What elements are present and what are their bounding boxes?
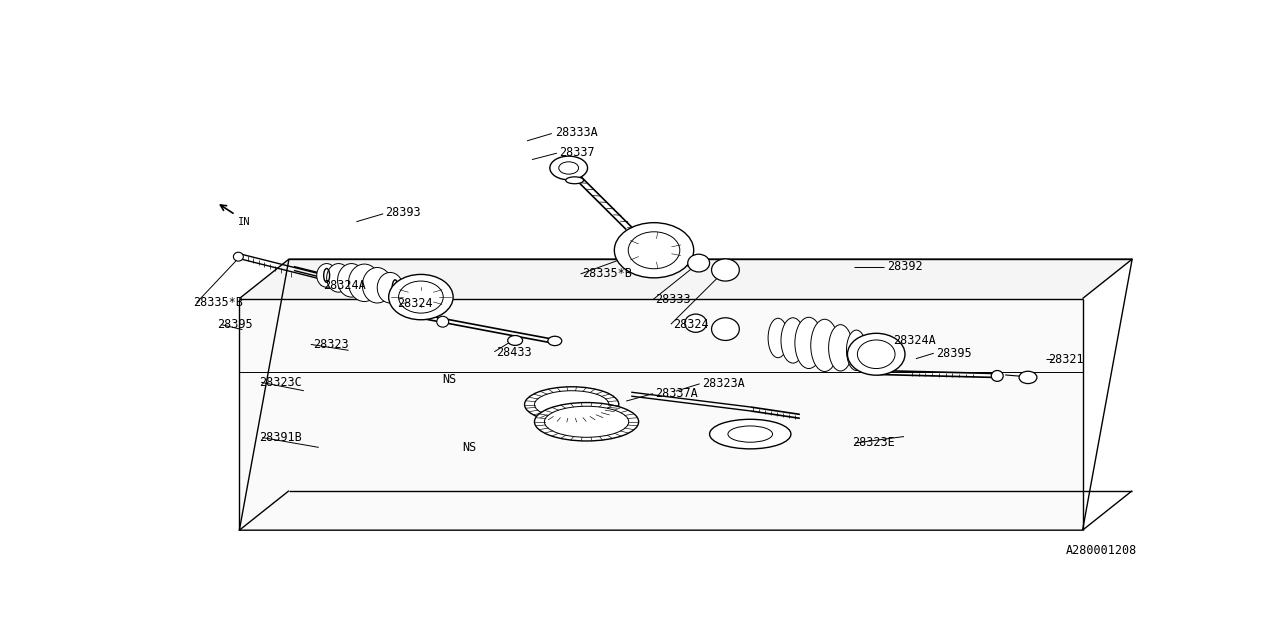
Text: 28324A: 28324A <box>323 279 365 292</box>
Ellipse shape <box>338 264 365 297</box>
Ellipse shape <box>525 387 618 422</box>
Ellipse shape <box>548 336 562 346</box>
Text: 28335*B: 28335*B <box>582 268 632 280</box>
Ellipse shape <box>846 330 867 371</box>
Text: 28323C: 28323C <box>259 376 302 389</box>
Text: 28335*B: 28335*B <box>193 296 243 309</box>
Ellipse shape <box>326 264 351 292</box>
Text: 28393: 28393 <box>385 206 421 220</box>
Text: NS: NS <box>443 373 457 387</box>
Ellipse shape <box>316 264 337 287</box>
Text: 28324: 28324 <box>673 317 709 331</box>
Polygon shape <box>239 259 1132 298</box>
Text: 28391B: 28391B <box>259 431 302 444</box>
Ellipse shape <box>550 156 588 180</box>
Text: 28337A: 28337A <box>655 387 698 400</box>
Text: NS: NS <box>462 441 477 454</box>
Ellipse shape <box>1019 371 1037 383</box>
Text: 28324: 28324 <box>397 298 433 310</box>
Ellipse shape <box>810 319 838 371</box>
Text: 28337: 28337 <box>559 146 594 159</box>
Ellipse shape <box>389 275 453 320</box>
Text: 28323A: 28323A <box>701 378 745 390</box>
Ellipse shape <box>362 268 392 303</box>
Ellipse shape <box>795 317 823 369</box>
Ellipse shape <box>712 259 740 281</box>
Text: 28392: 28392 <box>887 260 923 273</box>
Ellipse shape <box>436 316 449 327</box>
Ellipse shape <box>991 371 1004 381</box>
Ellipse shape <box>828 324 852 371</box>
Text: 28324A: 28324A <box>893 335 936 348</box>
Text: 28395: 28395 <box>218 318 253 331</box>
Text: 28323E: 28323E <box>852 436 895 449</box>
Text: A280001208: A280001208 <box>1066 544 1137 557</box>
Text: IN: IN <box>238 217 251 227</box>
Ellipse shape <box>768 318 788 358</box>
Ellipse shape <box>687 254 709 272</box>
Text: 28395: 28395 <box>936 347 972 360</box>
Ellipse shape <box>712 318 740 340</box>
Ellipse shape <box>508 335 522 346</box>
Text: 28323: 28323 <box>312 338 348 351</box>
Text: 28333: 28333 <box>655 293 691 306</box>
Ellipse shape <box>233 252 243 261</box>
Text: 28433: 28433 <box>497 346 532 359</box>
Ellipse shape <box>378 273 403 303</box>
Ellipse shape <box>847 333 905 375</box>
Text: 28321: 28321 <box>1048 353 1083 365</box>
Ellipse shape <box>566 177 584 184</box>
Ellipse shape <box>781 318 805 363</box>
Ellipse shape <box>685 314 707 332</box>
Ellipse shape <box>709 419 791 449</box>
Ellipse shape <box>348 264 380 301</box>
Text: 28333A: 28333A <box>554 126 598 139</box>
Ellipse shape <box>614 223 694 278</box>
Polygon shape <box>239 298 1083 530</box>
Ellipse shape <box>535 403 639 441</box>
